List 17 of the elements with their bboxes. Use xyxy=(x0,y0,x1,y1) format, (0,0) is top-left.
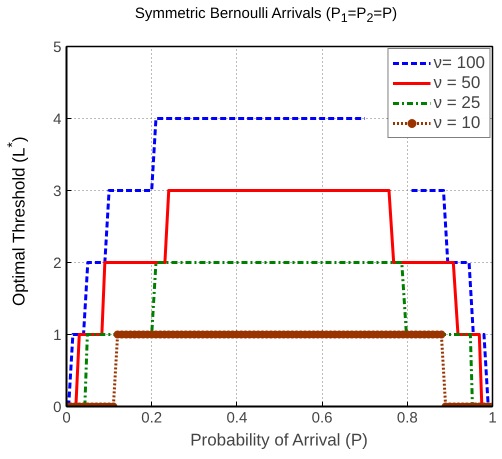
x-axis-title: Probability of Arrival (P) xyxy=(190,430,368,450)
x-tick-label: 0.6 xyxy=(312,410,333,426)
y-tick-label: 0 xyxy=(53,399,62,416)
x-tick-label: 0.2 xyxy=(141,410,162,426)
y-tick-label: 3 xyxy=(53,183,62,200)
legend-label: ν = 50 xyxy=(433,73,480,93)
legend-label: ν = 25 xyxy=(433,93,480,113)
y-tick-label: 1 xyxy=(53,327,62,344)
x-tick-label: 0.4 xyxy=(226,410,248,426)
y-tick-label: 2 xyxy=(53,255,62,272)
x-tick-label: 1 xyxy=(488,410,497,426)
x-tick-label: 0.8 xyxy=(396,410,418,426)
y-tick-label: 4 xyxy=(53,111,62,128)
legend-label: ν = 10 xyxy=(433,113,480,133)
legend-label: ν= 100 xyxy=(433,53,485,73)
chart-title: Symmetric Bernoulli Arrivals (P$_{1}$=P$_{2}$=P) xyxy=(134,5,398,25)
y-tick-label: 5 xyxy=(53,39,62,56)
